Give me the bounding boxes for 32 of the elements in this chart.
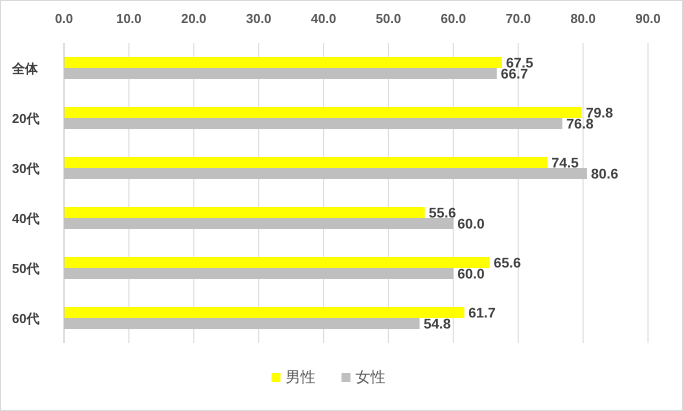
bar — [64, 257, 490, 268]
x-tick-label: 60.0 — [440, 11, 466, 26]
y-tick-label: 50代 — [12, 261, 40, 276]
x-tick-label: 90.0 — [635, 11, 661, 26]
y-tick-label: 全体 — [11, 61, 39, 76]
text: 54.8 — [424, 316, 451, 332]
text: 55.6 — [428, 204, 456, 220]
x-tick-label: 70.0 — [506, 11, 531, 26]
x-tick-label: 0.0 — [54, 11, 74, 26]
x-tick-label: 30.0 — [246, 11, 272, 26]
text: 61.7 — [468, 304, 496, 320]
x-tick-label: 80.0 — [570, 11, 596, 26]
x-tick-label: 50.0 — [376, 11, 402, 26]
text: 60.0 — [457, 216, 485, 232]
x-tick-label: 20.0 — [181, 11, 206, 26]
y-tick-label: 30代 — [12, 161, 40, 176]
text: 60.0 — [457, 266, 485, 282]
x-tick-label: 40.0 — [310, 11, 336, 26]
text: 65.6 — [494, 254, 521, 270]
text: 74.5 — [551, 154, 579, 170]
bar — [64, 207, 425, 218]
y-tick-label: 60代 — [12, 311, 40, 326]
legend-label: 女性 — [356, 369, 386, 386]
bar — [64, 157, 548, 168]
bar — [64, 57, 502, 68]
text: 80.6 — [591, 166, 618, 182]
y-tick-label: 40代 — [12, 211, 40, 226]
legend-label: 男性 — [286, 369, 316, 386]
y-tick-label: 20代 — [12, 111, 40, 126]
bar — [64, 107, 582, 118]
x-tick-label: 10.0 — [116, 11, 142, 26]
bar — [64, 307, 464, 318]
